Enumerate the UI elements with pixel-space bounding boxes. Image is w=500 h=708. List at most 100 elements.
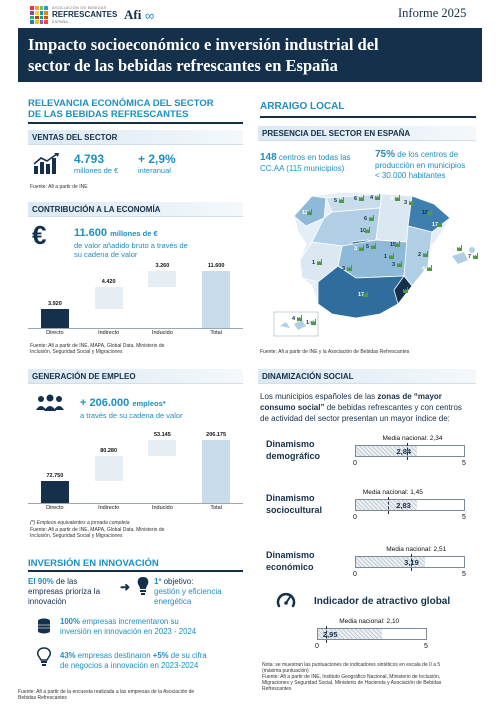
waterfall-bar-inducido (148, 440, 177, 457)
pct-centros-text: 75% de los centros de producción en muni… (375, 149, 465, 182)
dimension-1-axis-min: 0 (353, 514, 357, 521)
association-country: ESPAÑA (52, 19, 68, 24)
dimension-label-line2: sociocultural (266, 505, 323, 515)
dinamizacion-source-line2: Migraciones y Seguridad Social, Minister… (262, 680, 442, 686)
factory-icon (375, 194, 380, 200)
factory-icon (339, 197, 344, 203)
map-region-canarias (280, 320, 315, 330)
map-count-label: 15 (390, 242, 396, 248)
waterfall-bar-inducido (148, 271, 177, 288)
empleo-waterfall-chart: 72.750 Directo 80.280 Indirecto 53.145 Induci… (28, 431, 243, 513)
map-count-label: 7 (452, 246, 455, 252)
pct-centros-line3: < 30.000 habitantes (375, 171, 446, 180)
factory-icon (311, 319, 316, 325)
global-indicator-axis-min: 0 (315, 643, 319, 650)
waterfall-bar-directo (40, 480, 69, 503)
innovacion-priority-line1: de las (56, 577, 78, 586)
map-count-label: 18 (422, 210, 428, 216)
innovacion-objective-line3: energética (154, 597, 192, 606)
dimension-2-bar-fill (356, 557, 425, 567)
logo-square (44, 15, 48, 20)
empleo-unit: empleos* (132, 399, 166, 408)
global-indicator-national-marker (326, 626, 328, 643)
dimension-1-bar: 2,83 (355, 497, 465, 514)
empleo-desc: a través de su cadena de valor (80, 411, 183, 420)
intro-line1b: zonas de “mayor (377, 392, 442, 401)
logo-square (34, 15, 39, 20)
association-logo (30, 6, 48, 24)
dimension-label-line1: Dinamismo (266, 550, 315, 560)
innovacion-investment-pct: 100% (60, 617, 80, 626)
global-indicator-axis-max: 5 (424, 643, 428, 650)
factory-icon (363, 291, 368, 297)
waterfall-value-label: 4.420 (101, 279, 116, 286)
dimension-2-bar: 3,19 (355, 554, 465, 571)
factory-icon (427, 265, 432, 271)
global-indicator-national-label: Media nacional: 2,10 (339, 618, 400, 625)
dimension-2-axis-max: 5 (462, 571, 466, 578)
arraigo-source: Fuente: Afi a partir de INE y la Asociac… (260, 349, 410, 355)
global-indicator-value: 2,95 (322, 630, 338, 639)
intro-line3: de actividad del sector presentan un may… (260, 414, 450, 423)
dinamizacion-source-line1: Fuente: Afi a partir de INE, Instituto G… (262, 674, 441, 680)
lightbulb-icon (137, 577, 149, 595)
logo-square (30, 20, 34, 24)
waterfall-value-label: 11.600 (207, 263, 225, 269)
dimension-0-axis-min: 0 (353, 460, 357, 467)
title-band (18, 28, 482, 82)
dinamizacion-note-line1: Nota: se muestran las puntuaciones de in… (262, 662, 441, 668)
map-count-label: 1 (398, 288, 401, 294)
map-count-label: 10 (360, 228, 366, 234)
dimension-1-national-label: Media nacional: 1,45 (362, 489, 423, 496)
innovacion-source-line2: Bebidas Refrescantes (18, 695, 67, 701)
divider (28, 122, 243, 124)
waterfall-bar-total (202, 440, 231, 503)
map-count-label: 4 (422, 266, 426, 272)
innovacion-title: INVERSIÓN EN INNOVACIÓN (28, 558, 159, 569)
factory-icon (347, 265, 352, 271)
innovacion-objective-line2: gestión y eficiencia (154, 587, 222, 596)
waterfall-bar-indirecto (94, 287, 123, 309)
map-count-label: 3 (404, 200, 407, 206)
factory-icon (317, 259, 322, 265)
factory-icon (473, 253, 478, 259)
map-count-label: 4 (292, 316, 296, 322)
dimension-0-value: 2,84 (396, 447, 412, 456)
global-indicator-title: Indicador de atractivo global (314, 596, 451, 607)
contribucion-value-line: 11.600 millones de € (74, 227, 158, 239)
factory-icon (395, 241, 400, 247)
logo-square (44, 6, 48, 10)
pct-centros-value: 75% (375, 149, 396, 160)
waterfall-category-label: Directo (46, 505, 64, 511)
association-name: REFRESCANTES (52, 10, 118, 19)
map-count-label: 2 (418, 252, 421, 258)
map-count-label: 17 (358, 292, 364, 298)
map-region-valencia (403, 225, 433, 287)
page-title-line1: Impacto socioeconómico e inversión indus… (28, 35, 379, 54)
map-canarias-frame (273, 311, 319, 337)
dimension-1-value: 2,83 (396, 501, 411, 510)
dimension-2-national-label: Media nacional: 2,51 (386, 546, 447, 553)
pct-centros-line1: de los centros de (397, 150, 459, 159)
factory-icon (371, 243, 376, 249)
logo-square (39, 20, 44, 24)
waterfall-bar-directo (40, 308, 69, 328)
contribucion-desc-line2: su cadena de valor (74, 250, 138, 259)
factory-icon (403, 287, 408, 293)
empleo-source: Fuente: Afi a partir de INE, MAPA, Globa… (30, 527, 164, 539)
logo-square (30, 10, 34, 15)
dimension-label-line2: demográfico (266, 451, 321, 461)
dinamizacion-intro: Los municipios españoles de las zonas de… (260, 391, 480, 424)
ventas-growth: + 2,9% (138, 152, 176, 166)
euro-icon: € (32, 220, 47, 250)
factory-icon (397, 261, 402, 267)
factory-icon (359, 195, 364, 201)
afi-logo: Afi (124, 7, 142, 22)
innovacion-share-line1b: de su cifra (170, 651, 207, 660)
factory-icon (365, 227, 370, 233)
innovacion-source-line1: Fuente: Afi a partir de la encuesta real… (18, 689, 195, 695)
waterfall-category-label: Inducido (151, 330, 173, 336)
centros-line2: CC.AA (115 municipios) (260, 164, 345, 173)
page-title: Impacto socioeconómico e inversión indus… (28, 34, 478, 76)
